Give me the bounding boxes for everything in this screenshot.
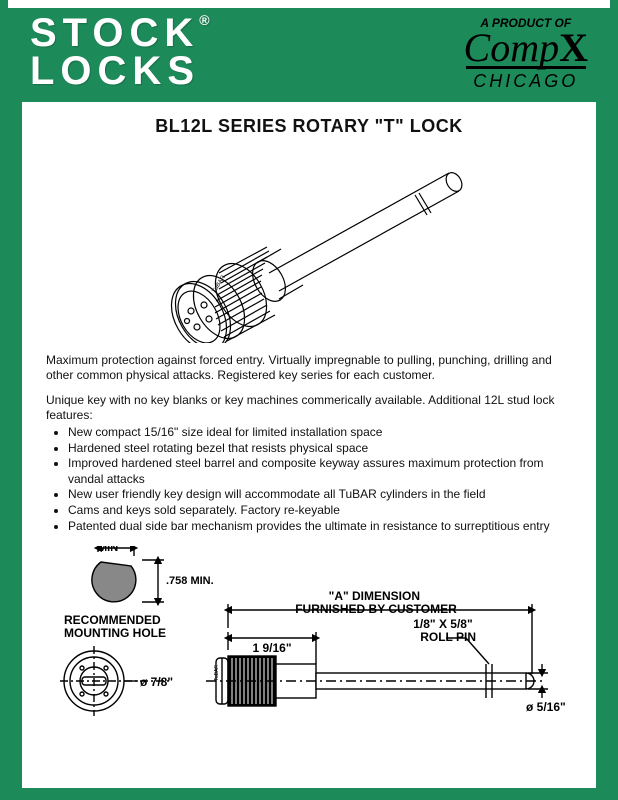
registered-mark: ® — [199, 12, 209, 28]
brand-line2: LOCKS — [30, 52, 210, 90]
list-item: Improved hardened steel barrel and compo… — [68, 456, 572, 487]
product-figure: TuBAR — [46, 143, 572, 343]
header: STOCK® LOCKS A PRODUCT OF CompX CHICAGO — [0, 8, 618, 102]
list-item: Patented dual side bar mechanism provide… — [68, 519, 572, 535]
lead-in-text: Unique key with no key blanks or key mac… — [46, 393, 572, 423]
a-dimension-label: "A" DIMENSION FURNISHED BY CUSTOMER — [295, 589, 457, 616]
recommended-label: RECOMMENDED MOUNTING HOLE — [64, 613, 166, 640]
list-item: New user friendly key design will accomm… — [68, 487, 572, 503]
face-dia: ø 7/8" — [140, 675, 173, 689]
dim-758: .758 MIN. — [166, 575, 214, 587]
dimension-diagrams: .630MIN .758 MIN. RECOMMENDED MOUNTING H… — [46, 546, 572, 776]
compx-logo: A PRODUCT OF CompX CHICAGO — [464, 14, 588, 92]
shaft-dia: ø 5/16" — [526, 700, 566, 714]
compx-wordmark: CompX — [464, 30, 588, 66]
roll-pin-label: 1/8" X 5/8" ROLL PIN — [413, 617, 476, 644]
tubar-small: TuBAR — [214, 665, 220, 681]
stock-locks-logo: STOCK® LOCKS — [30, 14, 210, 90]
top-divider — [8, 0, 610, 8]
intro-text: Maximum protection against forced entry.… — [46, 353, 572, 383]
dim-630: .630MIN — [98, 546, 119, 554]
page: STOCK® LOCKS A PRODUCT OF CompX CHICAGO … — [0, 0, 618, 800]
content-panel: BL12L SERIES ROTARY "T" LOCK — [22, 102, 596, 788]
feature-list: New compact 15/16" size ideal for limite… — [68, 425, 572, 534]
list-item: Hardened steel rotating bezel that resis… — [68, 441, 572, 457]
lock-isometric-icon: TuBAR — [119, 143, 499, 343]
dimension-drawing-icon: .630MIN .758 MIN. RECOMMENDED MOUNTING H… — [46, 546, 576, 721]
shoulder-dim: 1 9/16" — [252, 641, 291, 655]
list-item: Cams and keys sold separately. Factory r… — [68, 503, 572, 519]
product-title: BL12L SERIES ROTARY "T" LOCK — [46, 116, 572, 137]
list-item: New compact 15/16" size ideal for limite… — [68, 425, 572, 441]
compx-chicago: CHICAGO — [464, 71, 588, 92]
